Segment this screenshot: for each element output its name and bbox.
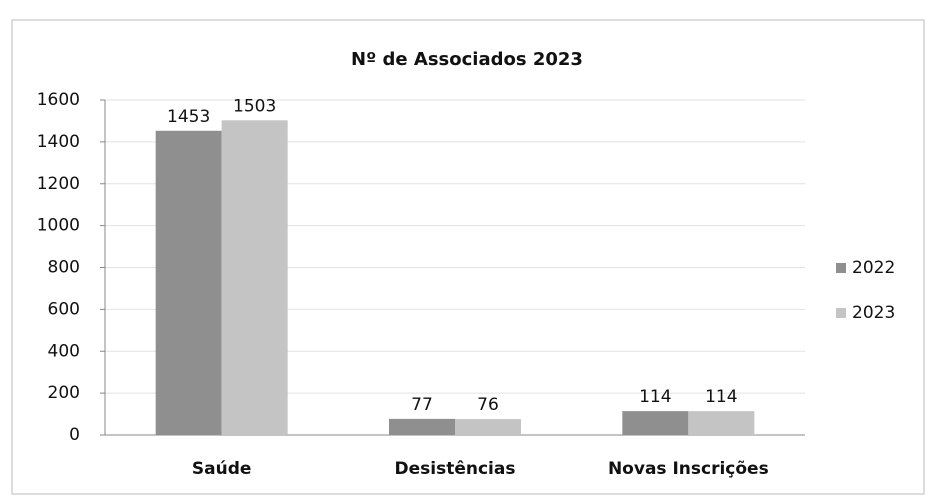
chart-title: Nº de Associados 2023 [351, 49, 583, 70]
y-tick-label: 600 [48, 299, 80, 319]
data-label: 1503 [233, 96, 276, 116]
legend-swatch [836, 263, 846, 273]
data-label: 77 [411, 395, 433, 415]
data-label: 1453 [167, 107, 210, 127]
y-tick-label: 800 [48, 258, 80, 278]
bar [622, 411, 689, 435]
y-tick-label: 1600 [37, 90, 80, 110]
y-tick-label: 200 [48, 383, 80, 403]
x-tick-label: Saúde [192, 459, 252, 479]
data-label: 114 [705, 387, 737, 407]
legend-swatch [836, 308, 846, 318]
y-tick-label: 1200 [37, 174, 80, 194]
bar [455, 419, 521, 435]
x-tick-label: Desistências [395, 459, 516, 479]
legend-label: 2022 [852, 258, 895, 278]
bar [688, 411, 755, 435]
y-tick-label: 1000 [37, 216, 80, 236]
bar [389, 418, 455, 435]
y-tick-label: 0 [69, 425, 80, 445]
data-label: 114 [639, 387, 671, 407]
legend-label: 2023 [852, 303, 895, 323]
data-label: 76 [477, 395, 499, 415]
y-tick-label: 400 [48, 341, 80, 361]
y-tick-label: 1400 [37, 132, 80, 152]
bar [155, 130, 222, 435]
bar [221, 120, 288, 435]
x-tick-label: Novas Inscrições [608, 459, 769, 479]
